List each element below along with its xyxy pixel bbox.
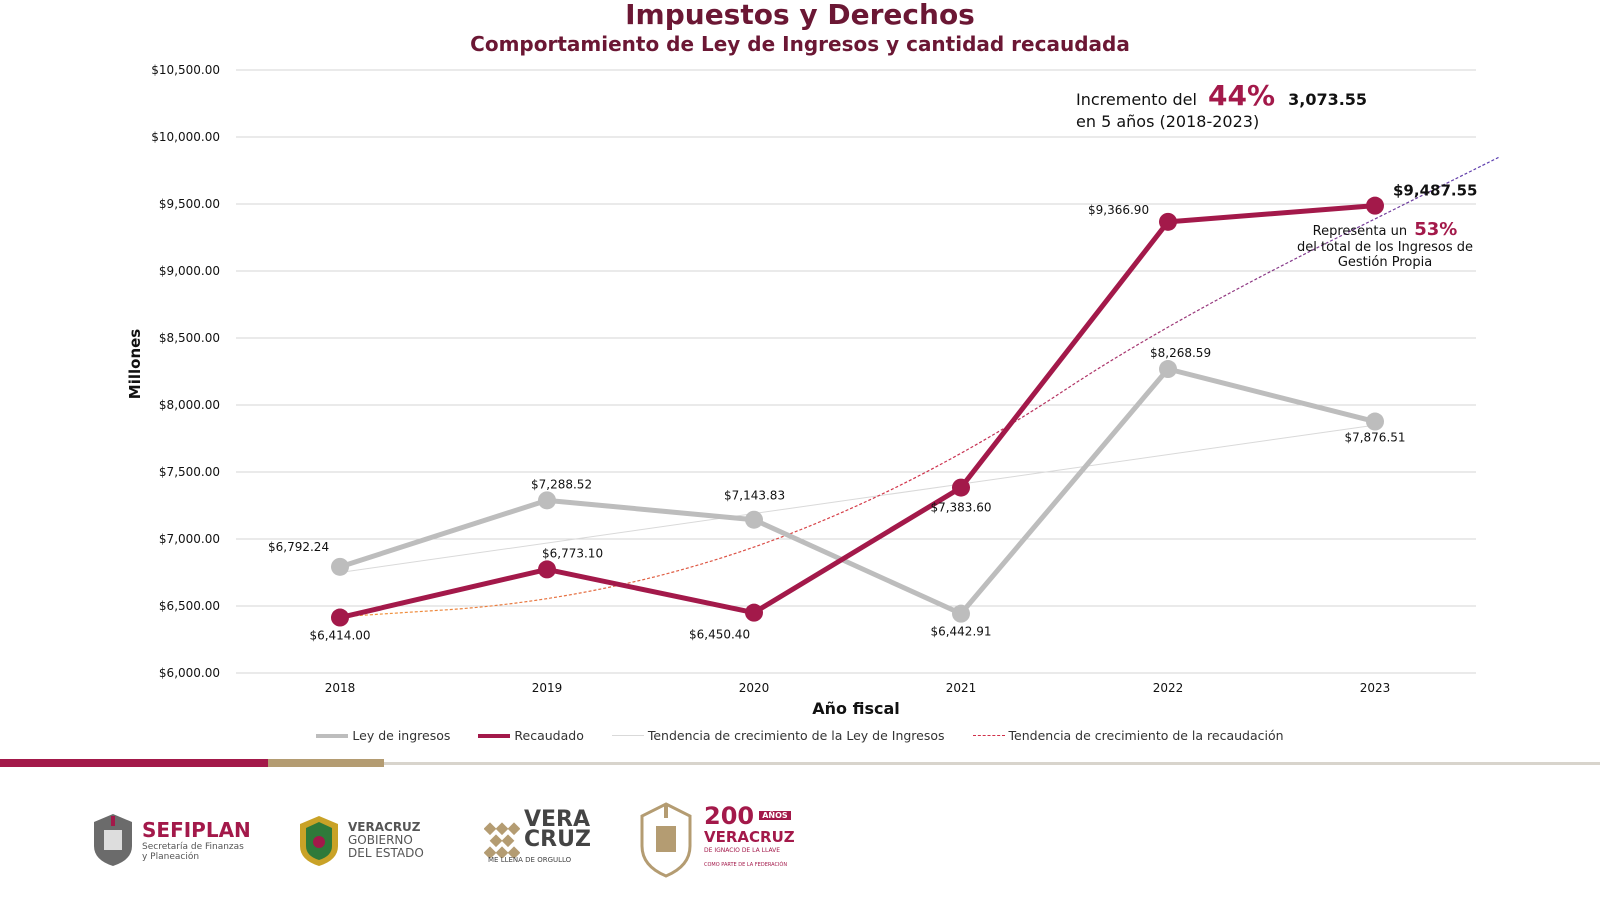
trend-line-recaudado: [339, 156, 1500, 618]
chart-subtitle: Comportamiento de Ley de Ingresos y cant…: [470, 32, 1130, 56]
y-tick-label: $9,500.00: [159, 197, 220, 211]
y-tick-label: $8,500.00: [159, 331, 220, 345]
data-point: [538, 560, 556, 579]
band-gray: [384, 762, 1600, 765]
data-point: [538, 491, 556, 510]
x-axis-label: Año fiscal: [812, 699, 899, 718]
orgullo-text: ME LLENA DE ORGULLO: [488, 856, 572, 864]
200-l2: DE IGNACIO DE LA LLAVE: [704, 846, 781, 854]
y-axis-label: Millones: [126, 329, 144, 400]
data-label: $6,414.00: [309, 629, 370, 643]
veracruz-coat-of-arms-icon: [300, 816, 338, 866]
data-label: $8,268.59: [1150, 346, 1211, 360]
x-tick-label: 2018: [325, 681, 356, 695]
x-tick-label: 2019: [532, 681, 563, 695]
band-gold: [268, 759, 384, 767]
sefiplan-name: SEFIPLAN: [142, 818, 251, 842]
share-prefix: Representa un: [1313, 224, 1407, 239]
y-tick-label: $7,000.00: [159, 532, 220, 546]
data-label: $6,792.24: [268, 540, 329, 554]
x-tick-label: 2021: [946, 681, 977, 695]
share-percent: 53%: [1414, 219, 1457, 240]
data-label: $9,487.55: [1393, 182, 1477, 200]
data-label: $6,442.91: [930, 625, 991, 639]
data-label: $7,288.52: [531, 477, 592, 491]
data-label: $7,383.60: [930, 501, 991, 515]
legend-swatch-trend-ley: [611, 735, 644, 736]
band-red: [0, 759, 268, 767]
line-chart: $6,000.00 $6,500.00 $7,000.00 $7,500.00 $8,0…: [126, 63, 1500, 718]
data-point: [331, 608, 349, 627]
y-tick-label: $8,000.00: [159, 398, 220, 412]
increment-prefix: Incremento del: [1076, 90, 1197, 109]
legend-label-recaudado: Recaudado: [514, 728, 584, 743]
x-tick-label: 2022: [1153, 681, 1184, 695]
share-annotation-line1: Representa un 53%: [1313, 219, 1458, 240]
200-l3: COMO PARTE DE LA FEDERACIÓN: [704, 861, 788, 868]
data-point: [1366, 196, 1384, 215]
data-point: [1159, 212, 1177, 231]
y-tick-label: $7,500.00: [159, 465, 220, 479]
sefiplan-logo: SEFIPLAN Secretaría de Finanzas y Planea…: [90, 800, 251, 880]
increment-percent: 44%: [1208, 79, 1275, 112]
y-tick-label: $10,500.00: [151, 63, 220, 77]
data-point: [952, 478, 970, 497]
increment-amount: 3,073.55: [1288, 90, 1367, 109]
200-anos-logo: 200 AÑOS VERACRUZ DE IGNACIO DE LA LLAVE…: [636, 800, 795, 880]
data-label: $6,450.40: [689, 628, 750, 642]
cruz-text: CRUZ: [524, 827, 591, 852]
data-label: $7,876.51: [1344, 431, 1405, 445]
pattern-icon: [484, 822, 520, 858]
x-tick-label: 2023: [1360, 681, 1391, 695]
chart-legend: Ley de ingresos Recaudado Tendencia de c…: [0, 728, 1600, 743]
veracruz-l3: DEL ESTADO: [348, 845, 424, 860]
legend-label-ley: Ley de ingresos: [352, 728, 451, 743]
legend-label-trend-recaudado: Tendencia de crecimiento de la recaudaci…: [1008, 728, 1284, 743]
emblem-icon: [640, 802, 692, 878]
share-annotation-line2: del total de los Ingresos de: [1297, 240, 1473, 255]
x-tick-label: 2020: [739, 681, 770, 695]
share-annotation-line3: Gestión Propia: [1338, 255, 1432, 270]
legend-swatch-ley: [316, 733, 349, 738]
sefiplan-shield-icon: [94, 814, 132, 866]
200-veracruz: VERACRUZ: [704, 827, 795, 846]
y-tick-label: $9,000.00: [159, 264, 220, 278]
y-tick-label: $6,500.00: [159, 599, 220, 613]
legend-item-ley: Ley de ingresos: [316, 728, 450, 743]
y-tick-label: $6,000.00: [159, 666, 220, 680]
data-point: [331, 557, 349, 576]
chart-title: Impuestos y Derechos: [625, 0, 975, 31]
sefiplan-sub2: y Planeación: [142, 852, 200, 862]
data-point: [745, 510, 763, 529]
veracruz-gobierno-logo: VERACRUZ GOBIERNO DEL ESTADO: [296, 800, 424, 880]
legend-item-trend-ley: Tendencia de crecimiento de la Ley de In…: [611, 728, 945, 743]
vera-text: VERA: [524, 807, 591, 832]
legend-item-trend-recaudado: Tendencia de crecimiento de la recaudaci…: [972, 728, 1284, 743]
trend-line-ley: [339, 424, 1376, 573]
anos-badge: AÑOS: [759, 810, 791, 820]
legend-swatch-recaudado: [478, 733, 511, 738]
series-line-ley: [339, 366, 1376, 617]
data-point: [745, 603, 763, 622]
sefiplan-sub1: Secretaría de Finanzas: [142, 842, 244, 852]
data-point: [1366, 412, 1384, 431]
y-tick-label: $10,000.00: [151, 130, 220, 144]
series-line-recaudado: [339, 203, 1376, 620]
veracruz-l1: VERACRUZ: [348, 819, 421, 834]
200-number: 200: [704, 801, 755, 830]
data-point: [952, 604, 970, 623]
veracruz-orgullo-logo: VERA CRUZ ME LLENA DE ORGULLO: [484, 800, 591, 880]
data-label: $9,366.90: [1088, 203, 1149, 217]
increment-annotation: Incremento del 44% 3,073.55: [1076, 79, 1367, 112]
legend-label-trend-ley: Tendencia de crecimiento de la Ley de In…: [647, 728, 945, 743]
data-label: $7,143.83: [724, 489, 785, 503]
veracruz-l2: GOBIERNO: [348, 832, 413, 847]
data-label: $6,773.10: [542, 546, 603, 560]
data-point: [1159, 360, 1177, 379]
legend-item-recaudado: Recaudado: [478, 728, 584, 743]
legend-swatch-trend-recaudado: [972, 735, 1005, 736]
increment-period: en 5 años (2018-2023): [1076, 112, 1259, 131]
